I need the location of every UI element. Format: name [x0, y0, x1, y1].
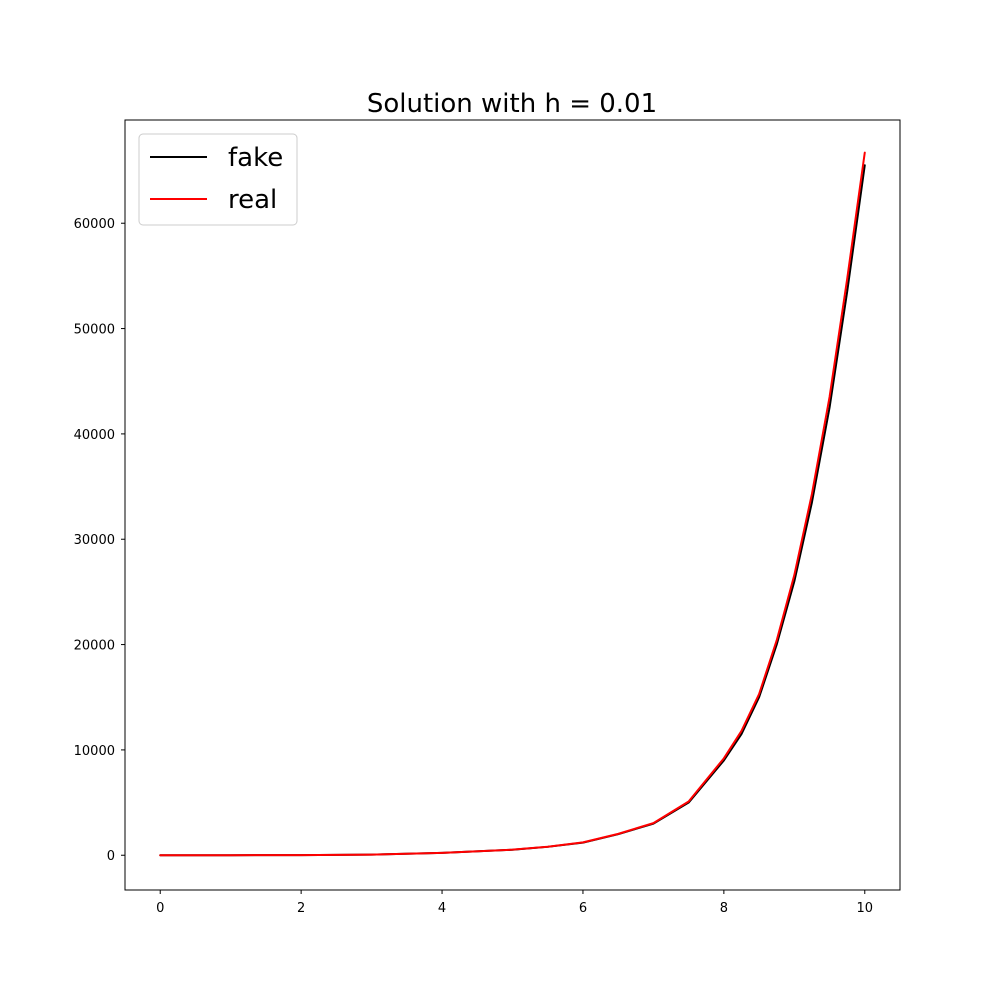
x-tick-label: 6	[579, 901, 587, 916]
x-tick-label: 2	[297, 901, 305, 916]
x-tick-label: 4	[438, 901, 446, 916]
y-axis-ticks: 0 10000 20000 30000 40000 50000 60000	[74, 217, 125, 864]
x-axis-ticks: 0 2 4 6 8 10	[156, 890, 873, 916]
legend-label-real: real	[228, 185, 277, 215]
y-tick-label: 10000	[74, 744, 115, 759]
y-tick-label: 30000	[74, 533, 115, 548]
y-tick-label: 0	[107, 849, 115, 864]
chart-title: Solution with h = 0.01	[367, 89, 657, 119]
series-line-real	[159, 151, 866, 857]
legend: fake real	[138, 133, 298, 226]
x-tick-label: 8	[720, 901, 728, 916]
x-tick-label: 10	[856, 901, 873, 916]
legend-label-fake: fake	[228, 143, 283, 173]
y-tick-label: 20000	[74, 639, 115, 654]
y-tick-label: 50000	[74, 323, 115, 338]
y-tick-label: 40000	[74, 428, 115, 443]
x-tick-label: 0	[156, 901, 164, 916]
series-layer	[159, 151, 866, 857]
plot-area: 0 2 4 6 8 10 0 10000 20000 30000 40000 50000 60000	[74, 119, 901, 916]
y-tick-label: 60000	[74, 217, 115, 232]
axes-frame	[124, 119, 901, 891]
